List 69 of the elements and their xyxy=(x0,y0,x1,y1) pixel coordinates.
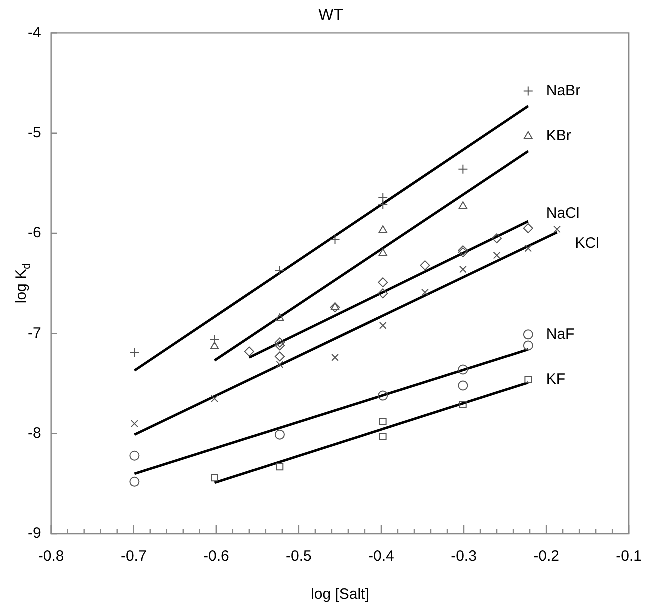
x-tick-label: -0.5 xyxy=(286,548,312,566)
point xyxy=(524,244,532,252)
point xyxy=(131,420,138,428)
x-axis-title: log [Salt] xyxy=(311,586,370,604)
point xyxy=(458,364,468,375)
point xyxy=(460,401,467,408)
y-tick-label: -7 xyxy=(28,324,42,342)
point xyxy=(379,418,387,426)
series-label: KCl xyxy=(575,235,600,252)
point xyxy=(332,354,339,362)
point xyxy=(210,334,220,345)
point xyxy=(244,346,254,357)
point xyxy=(276,361,284,368)
x-tick-label: -0.6 xyxy=(203,548,230,566)
point xyxy=(378,390,388,401)
point xyxy=(274,338,285,348)
point xyxy=(492,234,502,244)
point xyxy=(523,86,534,96)
series-label: NaF xyxy=(546,326,575,343)
x-tick-label: -0.7 xyxy=(120,548,147,566)
chart-title: WT xyxy=(318,7,344,24)
point xyxy=(211,395,218,402)
point xyxy=(274,430,285,440)
point xyxy=(210,342,220,350)
point xyxy=(379,322,387,330)
point xyxy=(330,302,340,310)
x-tick-label: -0.2 xyxy=(534,548,560,566)
point xyxy=(554,226,561,234)
y-tick-label: -5 xyxy=(28,124,42,142)
point xyxy=(458,201,468,210)
y-tick-label: -8 xyxy=(28,424,42,442)
series-label: NaCl xyxy=(546,205,580,222)
point xyxy=(420,260,430,271)
point xyxy=(379,433,387,441)
x-tick-label: -0.4 xyxy=(368,548,394,566)
y-axis-title: log Kd xyxy=(13,263,34,304)
series-label: KF xyxy=(546,370,566,388)
point xyxy=(330,302,340,313)
point xyxy=(378,288,388,299)
point xyxy=(211,474,218,482)
y-tick-label: -9 xyxy=(28,525,42,542)
point xyxy=(524,131,533,140)
point xyxy=(378,278,388,288)
point xyxy=(523,224,534,234)
point xyxy=(524,376,532,384)
point xyxy=(378,226,388,234)
point xyxy=(276,314,284,322)
point xyxy=(458,380,468,391)
point xyxy=(378,248,388,256)
point xyxy=(460,266,467,274)
y-tick-label: -4 xyxy=(28,24,42,42)
point xyxy=(274,352,285,362)
point xyxy=(276,463,284,471)
x-tick-label: -0.8 xyxy=(38,548,64,566)
point xyxy=(458,164,468,174)
y-tick-label: -6 xyxy=(28,224,42,242)
point xyxy=(274,340,285,351)
x-tick-label: -0.1 xyxy=(616,548,642,566)
series-label: NaBr xyxy=(546,82,581,100)
point xyxy=(274,266,285,276)
point xyxy=(523,330,534,340)
point xyxy=(523,340,534,351)
point xyxy=(130,476,140,487)
point xyxy=(130,348,140,358)
series-label: KBr xyxy=(546,128,572,145)
point xyxy=(493,252,501,260)
point xyxy=(130,450,140,461)
point xyxy=(422,288,429,296)
x-tick-label: -0.3 xyxy=(451,548,477,566)
